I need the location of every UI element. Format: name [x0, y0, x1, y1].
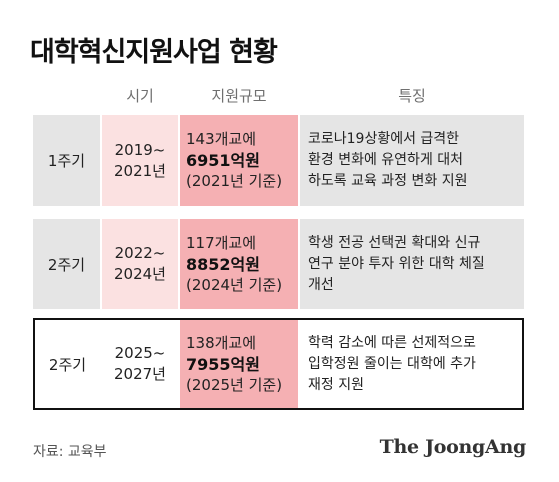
feature-line: 환경 변화에 유연하게 대처	[308, 152, 464, 168]
page-title: 대학혁신지원사업 현황	[30, 37, 278, 68]
school-count: 143개교에	[186, 130, 257, 148]
column-header-period: 시기	[126, 87, 154, 105]
school-count: 117개교에	[186, 233, 257, 252]
feature-line: 하도록 교육 과정 변화 지원	[308, 173, 468, 189]
period-end: 2024년	[114, 265, 166, 283]
feature-line: 학력 감소에 따른 선제적으로	[308, 334, 476, 351]
period-cell: 2019~ 2021년	[102, 115, 178, 206]
table-row-highlighted: 2주기 2025~ 2027년 138개교에 7955억원 (2025년 기준)…	[33, 318, 524, 410]
source-note: 자료: 교육부	[33, 444, 107, 460]
phase-cell: 2주기	[35, 320, 100, 408]
budget-cell: 117개교에 8852억원 (2024년 기준)	[180, 219, 298, 309]
feature-line: 입학정원 줄이는 대학에 추가	[308, 355, 476, 372]
feature-line: 개선	[308, 276, 334, 293]
feature-line: 재정 지원	[308, 376, 364, 393]
period-start: 2019~	[114, 140, 166, 159]
feature-line: 연구 분야 투자 위한 대학 체질	[308, 255, 485, 272]
budget-cell: 138개교에 7955억원 (2025년 기준)	[180, 320, 298, 408]
budget-cell: 143개교에 6951억원 (2021년 기준)	[180, 115, 298, 206]
column-header-feature: 특징	[398, 87, 426, 105]
period-cell: 2025~ 2027년	[102, 320, 178, 408]
feature-line: 코로나19상황에서 급격한	[308, 131, 460, 147]
feature-cell: 학력 감소에 따른 선제적으로 입학정원 줄이는 대학에 추가 재정 지원	[300, 320, 522, 408]
table-row: 1주기 2019~ 2021년 143개교에 6951억원 (2021년 기준)…	[33, 115, 524, 206]
phase-cell: 2주기	[33, 219, 100, 309]
period-end: 2027년	[114, 365, 166, 383]
publisher-logo: The JoongAng	[379, 436, 527, 458]
period-start: 2025~	[114, 344, 166, 362]
table-row: 2주기 2022~ 2024년 117개교에 8852억원 (2024년 기준)…	[33, 219, 524, 309]
budget-amount: 6951억원	[186, 151, 260, 170]
phase-cell: 1주기	[33, 115, 100, 206]
phase-label: 2주기	[47, 255, 86, 274]
period-cell: 2022~ 2024년	[102, 219, 178, 309]
budget-amount: 8852억원	[186, 254, 260, 274]
budget-basis: (2025년 기준)	[186, 375, 283, 394]
budget-basis: (2021년 기준)	[186, 172, 283, 190]
phase-label: 1주기	[47, 152, 86, 170]
budget-amount: 7955억원	[186, 354, 260, 374]
phase-label: 2주기	[48, 355, 87, 374]
feature-line: 학생 전공 선택권 확대와 신규	[308, 234, 481, 251]
feature-cell: 학생 전공 선택권 확대와 신규 연구 분야 투자 위한 대학 체질 개선	[300, 219, 524, 309]
period-start: 2022~	[114, 244, 166, 262]
column-header-budget: 지원규모	[211, 87, 267, 105]
feature-cell: 코로나19상황에서 급격한 환경 변화에 유연하게 대처 하도록 교육 과정 변…	[300, 115, 524, 206]
period-end: 2021년	[114, 161, 166, 180]
budget-basis: (2024년 기준)	[186, 275, 283, 294]
school-count: 138개교에	[186, 333, 257, 352]
